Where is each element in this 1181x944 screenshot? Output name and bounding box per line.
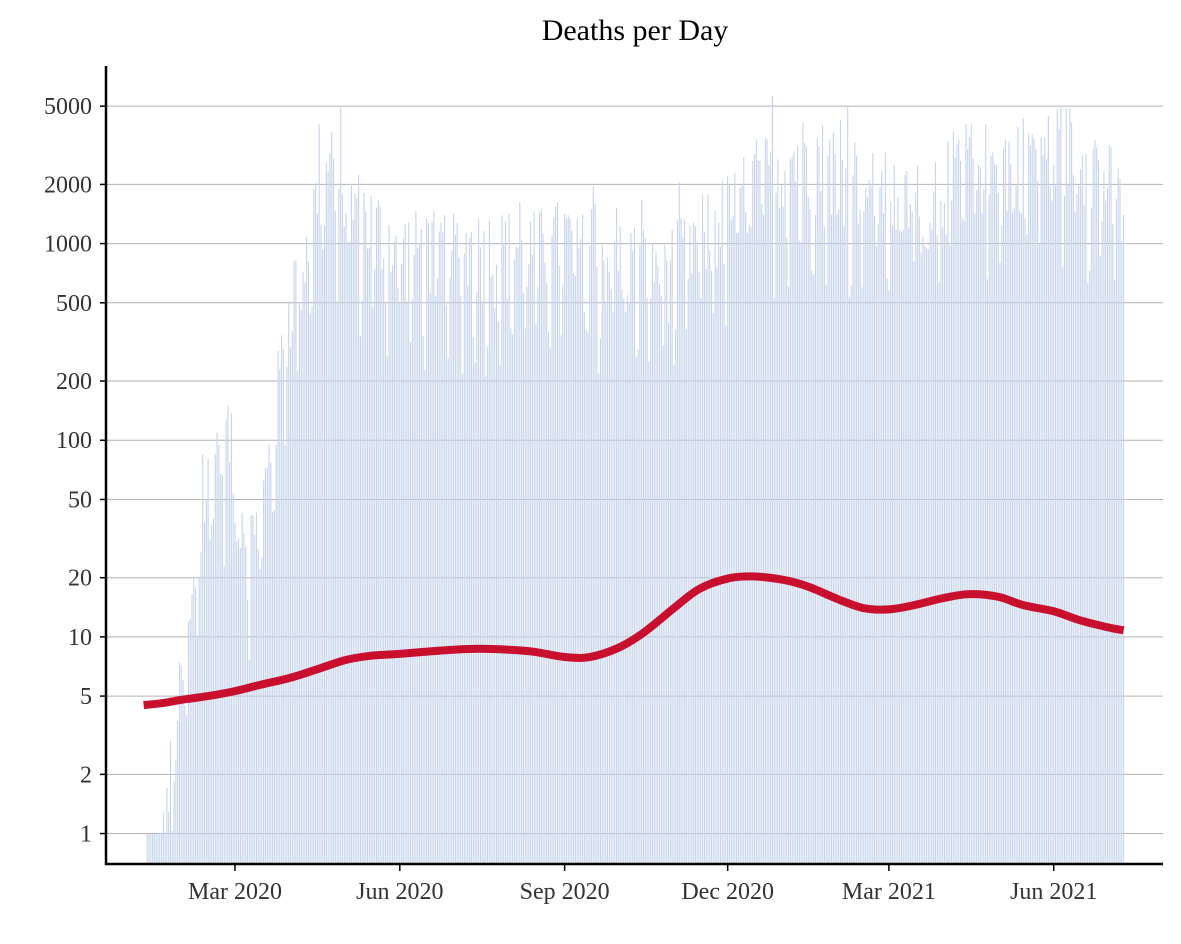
x-tick-label: Jun 2021 — [1010, 879, 1097, 905]
axes — [104, 66, 1163, 866]
y-tick-label: 50 — [68, 487, 92, 513]
x-tick-labels: Mar 2020 Jun 2020 Sep 2020 Dec 2020 Mar 2021… — [188, 864, 1097, 905]
y-tick-label: 1000 — [44, 232, 92, 258]
y-tick-label: 1 — [80, 822, 92, 848]
y-tick-label: 10 — [68, 625, 92, 651]
trend-layer — [143, 572, 1125, 710]
bars — [146, 95, 1125, 864]
x-tick-label: Dec 2020 — [681, 879, 774, 905]
y-tick-label: 20 — [68, 566, 92, 592]
y-tick-label: 200 — [56, 369, 92, 395]
y-tick-label: 5 — [80, 684, 92, 710]
y-tick-label: 500 — [56, 291, 92, 317]
x-tick-label: Sep 2020 — [520, 879, 610, 905]
y-tick-labels: 1 2 5 10 20 50 100 200 500 1000 2000 5000 — [44, 94, 106, 848]
x-tick-label: Jun 2020 — [356, 879, 443, 905]
y-tick-label: 100 — [56, 428, 92, 454]
x-tick-label: Mar 2021 — [842, 879, 936, 905]
y-tick-label: 2000 — [44, 172, 92, 198]
y-tick-label: 5000 — [44, 94, 92, 120]
y-tick-label: 2 — [80, 762, 92, 788]
trend-line — [143, 572, 1125, 710]
x-tick-label: Mar 2020 — [188, 879, 282, 905]
chart-title: Deaths per Day — [542, 14, 729, 47]
